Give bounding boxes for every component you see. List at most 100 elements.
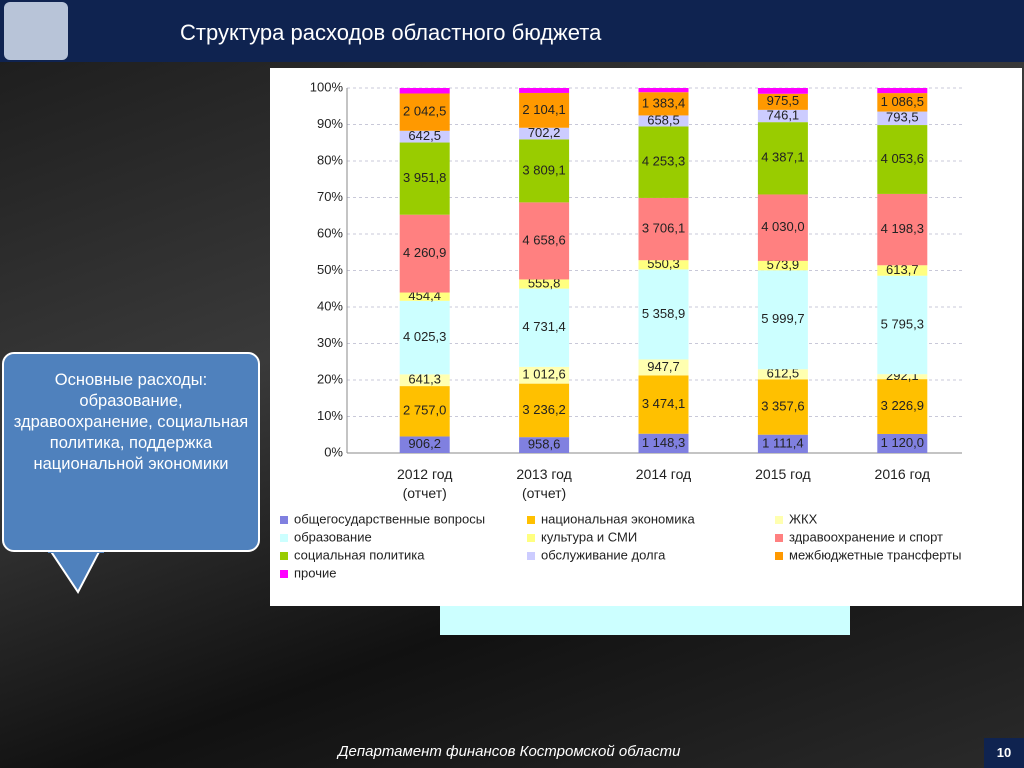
bar-segment	[757, 379, 808, 435]
bar-segment	[519, 279, 570, 289]
legend-swatch	[527, 552, 535, 560]
data-label: 613,7	[886, 262, 919, 277]
bar-segment	[519, 437, 570, 453]
x-tick-label: 2013 год (отчет)	[516, 466, 572, 501]
legend-swatch	[280, 570, 288, 578]
bar-segment	[519, 202, 570, 280]
data-label: 4 260,9	[403, 245, 446, 260]
data-label: 3 474,1	[642, 396, 685, 411]
y-tick-label: 80%	[317, 152, 343, 167]
bar-segment	[877, 374, 928, 380]
bar-segment	[399, 88, 450, 94]
emblem	[4, 2, 68, 60]
legend-swatch	[527, 516, 535, 524]
data-label: 1 012,6	[522, 367, 565, 382]
data-label: 3 809,1	[522, 162, 565, 177]
bar-segment	[877, 193, 928, 266]
bar-segment	[519, 366, 570, 384]
callout-tail	[48, 550, 104, 594]
data-label: 4 253,3	[642, 154, 685, 169]
data-label: 5 795,3	[881, 316, 924, 331]
data-label: 3 706,1	[642, 220, 685, 235]
x-tick-label: 2012 год (отчет)	[396, 466, 453, 501]
legend-swatch	[775, 516, 783, 524]
data-label: 4 025,3	[403, 329, 446, 344]
bar-segment	[519, 139, 570, 203]
bar-segment	[877, 265, 928, 276]
bar-segment	[638, 126, 689, 198]
bar-segment	[519, 383, 570, 438]
legend-swatch	[280, 516, 288, 524]
bar-segment	[877, 93, 928, 112]
data-label: 1 111,4	[762, 435, 803, 450]
bar-segment	[877, 88, 928, 94]
data-label: 5 999,7	[761, 311, 804, 326]
data-label: 2 104,1	[522, 102, 565, 117]
bar-segment	[638, 359, 689, 376]
bar-segment	[757, 122, 808, 195]
data-label: 906,2	[408, 436, 441, 451]
data-label: 1 086,5	[881, 94, 924, 109]
y-tick-label: 50%	[317, 262, 343, 277]
bar-segment	[399, 374, 450, 387]
bar-segment	[638, 433, 689, 453]
data-label: 4 387,1	[761, 150, 804, 165]
data-label: 793,5	[886, 110, 919, 125]
data-label: 975,5	[767, 93, 800, 108]
bar-segment	[877, 125, 928, 194]
footer: Департамент финансов Костромской области	[338, 743, 681, 760]
bar-segment	[519, 288, 570, 367]
data-label: 958,6	[528, 437, 561, 452]
y-tick-label: 40%	[317, 298, 343, 313]
x-tick-label: 2014 год	[635, 466, 692, 482]
data-label: 658,5	[647, 112, 680, 127]
bar-segment	[757, 109, 808, 123]
legend-label: ЖКХ	[789, 511, 818, 526]
data-label: 1 120,0	[881, 435, 924, 450]
chart-box: 0% 10% 20% 30% 40% 50% 60% 70% 80% 90% 100% 906,2 2 …	[270, 68, 1022, 606]
data-label: 642,5	[408, 128, 441, 143]
bar-segment	[757, 260, 808, 271]
data-label: 4 030,0	[761, 219, 804, 234]
y-tick-label: 90%	[317, 116, 343, 131]
data-label: 5 358,9	[642, 306, 685, 321]
data-label: 641,3	[408, 372, 441, 387]
data-label: 4 053,6	[881, 151, 924, 166]
x-tick-label: 2016 год	[874, 466, 931, 482]
bar-segment	[638, 269, 689, 360]
bar-segment	[877, 379, 928, 434]
bar-segment	[877, 111, 928, 126]
legend-label: социальная политика	[294, 547, 425, 562]
bar-segment	[399, 130, 450, 143]
chart: 0% 10% 20% 30% 40% 50% 60% 70% 80% 90% 100% 906,2 2 …	[280, 79, 962, 580]
legend-label: прочие	[294, 565, 336, 580]
slide-title: Структура расходов областного бюджета	[180, 20, 602, 45]
bar-segment	[877, 275, 928, 375]
data-label: 4 198,3	[881, 221, 924, 236]
data-label: 3 236,2	[522, 402, 565, 417]
data-label: 1 383,4	[642, 95, 685, 110]
bar-segment	[519, 127, 570, 140]
bar-segment	[399, 436, 450, 453]
bar-segment	[638, 88, 689, 93]
legend-label: обслуживание долга	[541, 547, 666, 562]
bar-segment	[519, 92, 570, 128]
bar-segment	[638, 115, 689, 127]
y-tick-label: 100%	[310, 79, 344, 94]
bar-segment	[399, 142, 450, 215]
y-tick-label: 0%	[324, 444, 343, 459]
bar-segment	[757, 194, 808, 261]
data-label: 947,7	[647, 359, 680, 374]
legend-swatch	[775, 534, 783, 542]
data-label: 4 658,6	[522, 232, 565, 247]
data-label: 2 757,0	[403, 403, 446, 418]
legend-label: культура и СМИ	[541, 529, 637, 544]
y-tick-label: 70%	[317, 189, 343, 204]
bar-segment	[399, 93, 450, 131]
bar-segment	[638, 375, 689, 434]
bar-segment	[757, 434, 808, 453]
bar-segment	[757, 88, 808, 94]
legend-swatch	[527, 534, 535, 542]
bar-segment	[519, 88, 570, 93]
